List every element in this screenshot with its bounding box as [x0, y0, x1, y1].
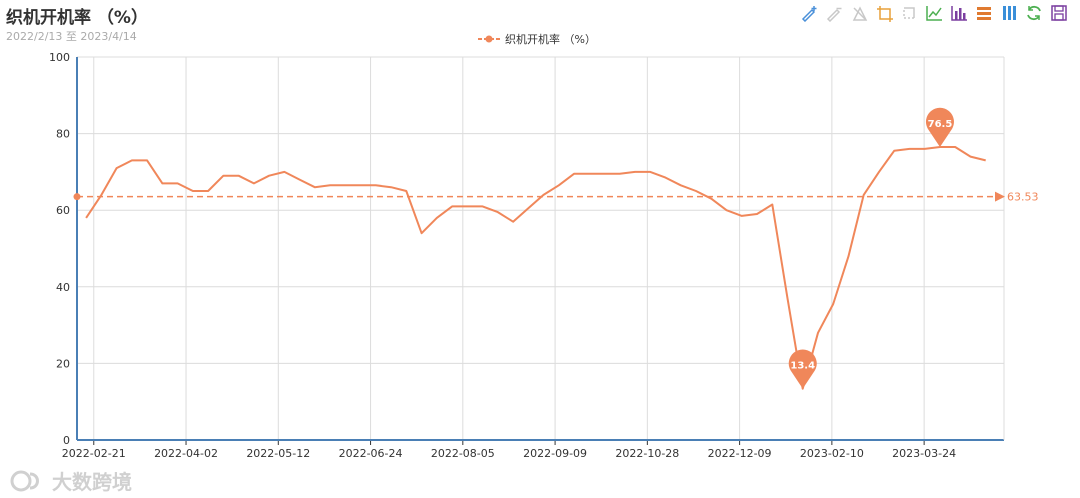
min-marker-label: 13.4: [790, 361, 815, 372]
x-tick-label: 2023-02-10: [800, 447, 864, 460]
x-tick-label: 2022-12-09: [708, 447, 772, 460]
legend-line-icon: [478, 35, 500, 43]
chart-subtitle: 2022/2/13 至 2023/4/14: [6, 30, 137, 43]
watermark: 大数跨境: [10, 466, 132, 495]
restore-button[interactable]: [1023, 3, 1045, 23]
y-tick-label: 20: [56, 357, 70, 370]
clear-mark-button[interactable]: [848, 3, 870, 23]
y-tick-label: 40: [56, 281, 70, 294]
average-line-label: 63.53: [1007, 191, 1039, 204]
x-tick-label: 2022-08-05: [431, 447, 495, 460]
legend-label: 织机开机率 （%）: [505, 33, 596, 46]
erase-pen-icon: [826, 7, 842, 22]
line-chart-icon: [926, 6, 942, 21]
zoom-reset-button[interactable]: [898, 3, 920, 23]
tiled-icon: [1003, 6, 1016, 20]
line-chart-button[interactable]: [923, 3, 945, 23]
mark-pen-button[interactable]: [798, 3, 820, 23]
x-tick-label: 2022-09-09: [523, 447, 587, 460]
zoom-select-icon: [877, 6, 893, 22]
series-line: [85, 146, 986, 390]
watermark-text: 大数跨境: [52, 470, 132, 494]
average-line-start: [73, 193, 81, 201]
x-tick-label: 2023-03-24: [892, 447, 956, 460]
chart-toolbox: [798, 3, 1070, 23]
max-marker-label: 76.5: [928, 119, 953, 130]
chart-title: 织机开机率 （%）: [6, 8, 148, 28]
bar-chart-icon: [951, 6, 967, 21]
zoom-select-button[interactable]: [873, 3, 895, 23]
x-tick-label: 2022-10-28: [615, 447, 679, 460]
tiled-button[interactable]: [998, 3, 1020, 23]
max-marker-pin: [925, 107, 954, 148]
stack-icon: [977, 7, 991, 20]
x-tick-label: 2022-04-02: [154, 447, 218, 460]
restore-icon: [1027, 5, 1041, 21]
stack-button[interactable]: [973, 3, 995, 23]
y-tick-label: 80: [56, 128, 70, 141]
save-image-button[interactable]: [1048, 3, 1070, 23]
save-image-icon: [1051, 5, 1067, 21]
average-line-arrow: [995, 191, 1005, 202]
x-tick-label: 2022-05-12: [246, 447, 310, 460]
y-tick-label: 100: [49, 51, 70, 64]
x-tick-label: 2022-06-24: [339, 447, 403, 460]
legend-item[interactable]: 织机开机率 （%）: [478, 31, 596, 47]
y-tick-label: 60: [56, 204, 70, 217]
watermark-logo-icon: [10, 470, 39, 491]
zoom-reset-icon: [903, 7, 915, 19]
y-tick-label: 0: [63, 434, 70, 447]
mark-pen-icon: [801, 6, 817, 22]
x-tick-label: 2022-02-21: [62, 447, 126, 460]
bar-chart-button[interactable]: [948, 3, 970, 23]
min-marker-pin: [788, 349, 817, 389]
erase-pen-button[interactable]: [823, 3, 845, 23]
clear-mark-icon: [852, 6, 868, 21]
